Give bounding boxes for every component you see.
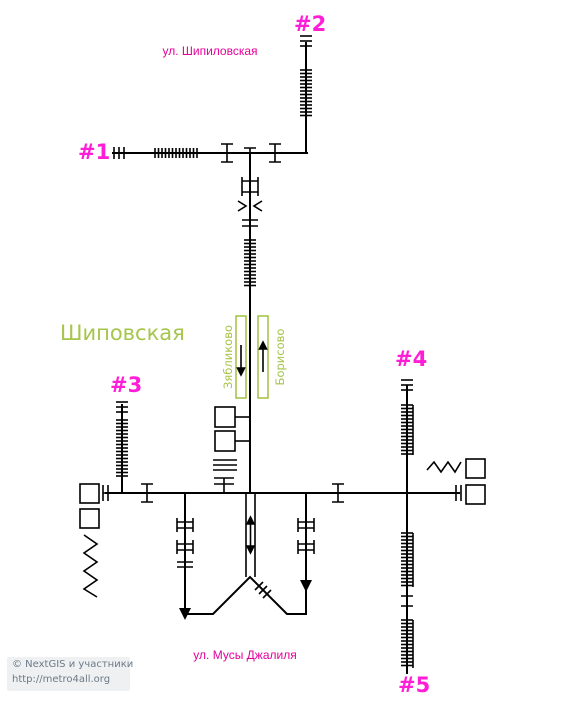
copyright-box: © NextGIS и участники http://metro4all.o… [7, 657, 134, 691]
exit-3-stairs [116, 419, 128, 477]
exit-2-end [300, 35, 312, 47]
exit-5-gate [401, 595, 413, 607]
direction-left-track: Зябликово [221, 325, 235, 389]
hall-turnstiles [141, 483, 344, 503]
right-elevators [426, 458, 486, 505]
underpass [176, 493, 315, 620]
street-label-bottom: ул. Мусы Джалиля [193, 648, 296, 662]
direction-right-track: Борисово [273, 329, 287, 386]
exit-label-3: #3 [110, 373, 142, 397]
exit-4-stairs [401, 404, 413, 455]
left-elevators [79, 483, 109, 598]
upper-corridor-gates [237, 177, 263, 227]
exit-3-end [116, 401, 128, 413]
exit-5-stairs-upper [401, 532, 413, 587]
exit-2-stairs [300, 69, 312, 117]
exit-label-2: #2 [294, 12, 326, 36]
copyright-url[interactable]: http://metro4all.org [12, 674, 111, 685]
platform [235, 315, 269, 399]
platform-elevators [214, 406, 250, 452]
platform-ticks [213, 459, 237, 492]
exit-4-end [401, 379, 413, 391]
exit-label-4: #4 [395, 347, 427, 371]
station-name: Шиповская [60, 321, 185, 345]
top-corridor [112, 42, 308, 493]
exit-label-5: #5 [398, 673, 430, 697]
top-turnstiles [221, 143, 281, 163]
corridor-stairs [244, 239, 256, 287]
exit-label-1: #1 [78, 140, 110, 164]
exit-1-end [113, 147, 125, 159]
copyright-line: © NextGIS и участники [12, 659, 134, 670]
street-label-top: ул. Шипиловская [162, 44, 257, 58]
exit-1-stairs [154, 148, 198, 158]
exit-5-stairs-lower [401, 619, 413, 667]
